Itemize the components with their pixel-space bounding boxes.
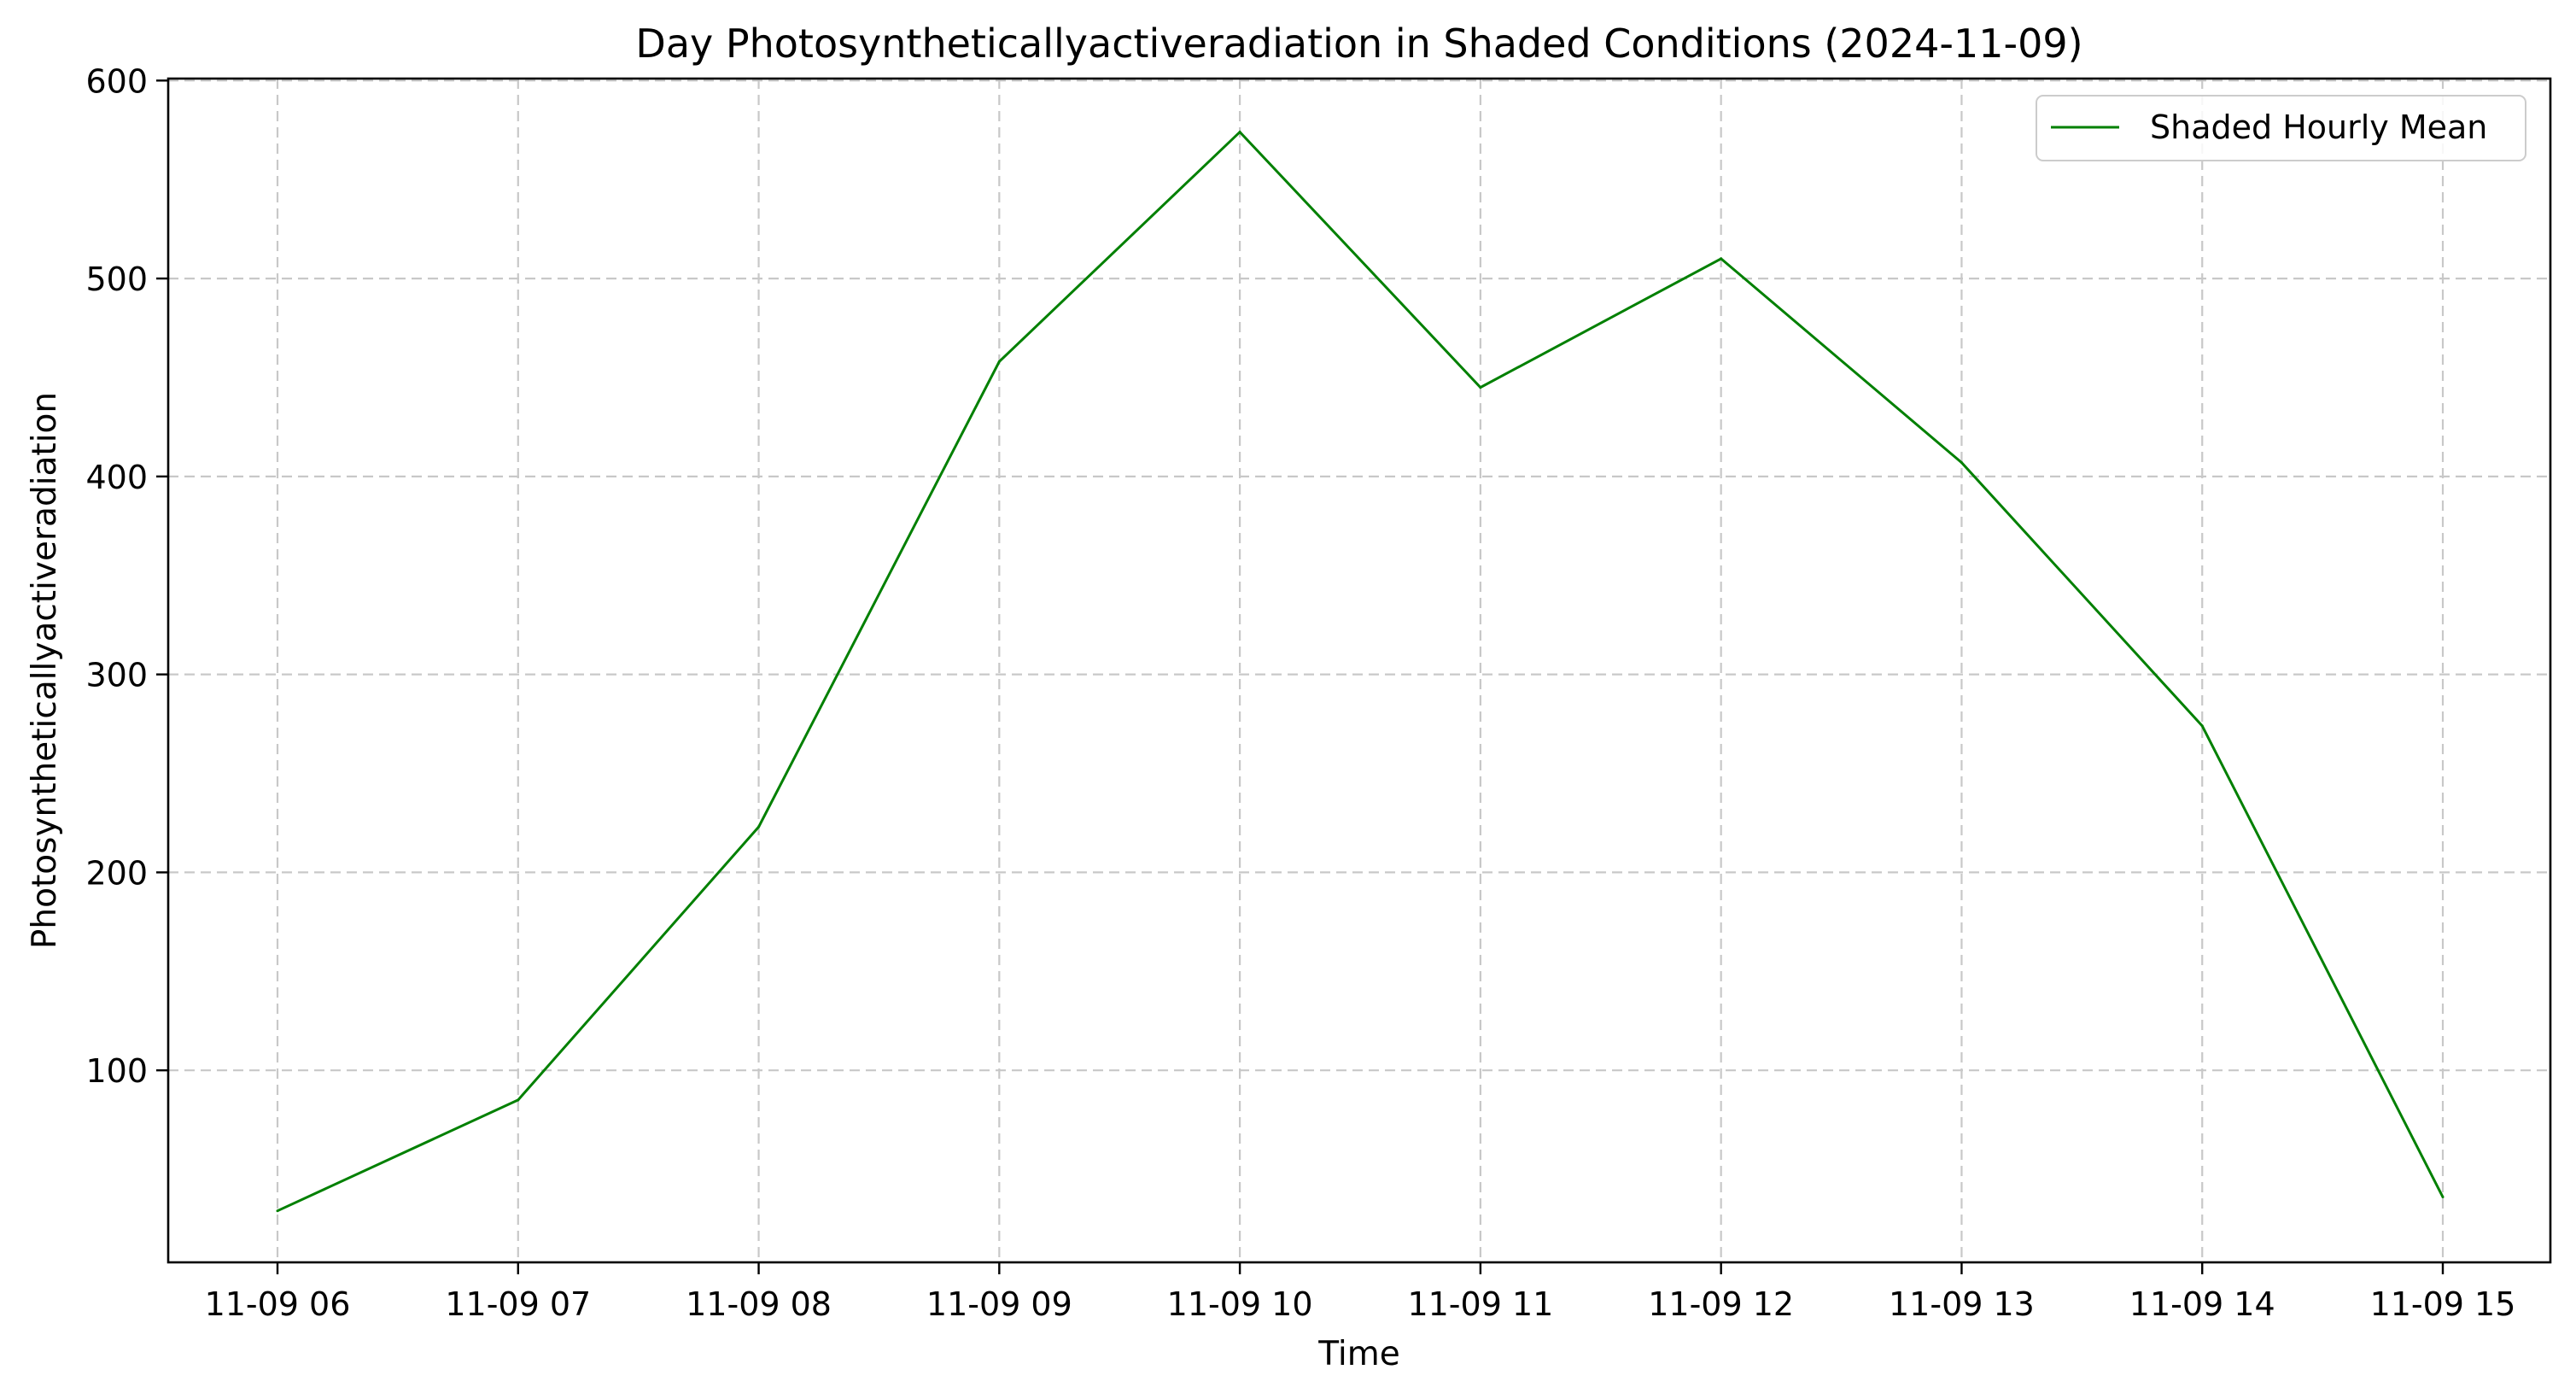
x-tick-label: 11-09 14: [2129, 1285, 2275, 1323]
x-tick-label: 11-09 10: [1167, 1285, 1313, 1323]
y-tick-label: 500: [85, 260, 148, 298]
x-tick-label: 11-09 13: [1889, 1285, 2035, 1323]
x-tick-label: 11-09 07: [445, 1285, 591, 1323]
y-tick-label: 200: [85, 854, 148, 892]
x-axis-ticks: 11-09 06 11-09 07 11-09 08 11-09 09 11-09 10…: [205, 1262, 2516, 1323]
x-tick-label: 11-09 08: [686, 1285, 832, 1323]
data-point: [517, 1098, 520, 1102]
y-tick-label: 600: [85, 62, 148, 100]
x-tick-label: 11-09 15: [2370, 1285, 2516, 1323]
series-line: [277, 130, 2445, 1213]
data-point: [1479, 386, 1482, 389]
y-tick-label: 100: [85, 1052, 148, 1090]
data-point: [997, 360, 1001, 363]
data-point: [1960, 461, 1963, 465]
x-tick-label: 11-09 06: [205, 1285, 351, 1323]
legend-label: Shaded Hourly Mean: [2150, 108, 2487, 146]
data-point: [276, 1209, 279, 1213]
x-tick-label: 11-09 12: [1648, 1285, 1794, 1323]
x-tick-label: 11-09 09: [926, 1285, 1072, 1323]
y-axis-ticks: 100 200 300 400 500 600: [85, 62, 168, 1090]
y-tick-label: 400: [85, 459, 148, 496]
series-layer: [276, 130, 2445, 1213]
chart-title: Day Photosyntheticallyactiveradiation in…: [635, 20, 2082, 67]
x-axis-label: Time: [1317, 1335, 1399, 1373]
plot-frame: [166, 77, 2552, 1264]
legend: Shaded Hourly Mean: [2036, 95, 2526, 161]
data-point: [1720, 257, 1723, 260]
data-point: [1238, 131, 1241, 134]
x-tick-label: 11-09 11: [1407, 1285, 1553, 1323]
data-point: [2441, 1196, 2445, 1199]
data-point: [2200, 724, 2204, 728]
data-point: [757, 825, 761, 828]
legend-box: [2036, 95, 2526, 161]
y-axis-label: Photosyntheticallyactiveradiation: [26, 392, 64, 949]
y-tick-label: 300: [85, 657, 148, 694]
grid: [168, 79, 2550, 1262]
